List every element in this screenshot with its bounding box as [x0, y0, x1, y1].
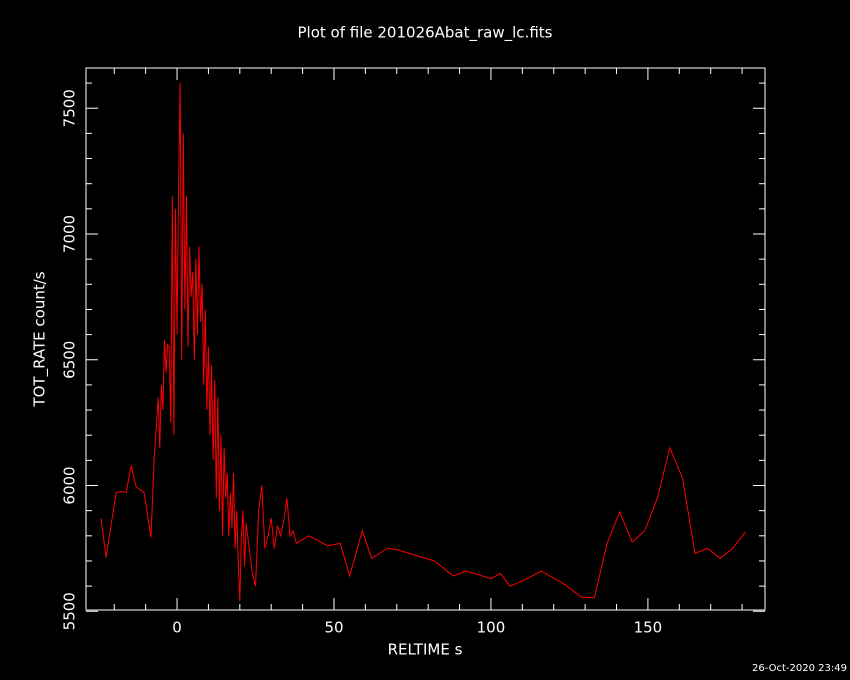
y-tick-label: 7500 — [61, 89, 79, 127]
x-tick-label: 0 — [172, 619, 182, 637]
x-tick-label: 100 — [477, 619, 506, 637]
y-tick-label: 6000 — [61, 466, 79, 504]
timestamp: 26-Oct-2020 23:49 — [752, 663, 847, 674]
light-curve — [100, 83, 746, 602]
chart-title: Plot of file 201026Abat_raw_lc.fits — [298, 24, 553, 43]
x-tick-label: 150 — [634, 619, 663, 637]
y-axis-label: TOT_RATE count/s — [31, 271, 50, 407]
x-tick-label: 50 — [324, 619, 343, 637]
y-tick-label: 5500 — [61, 592, 79, 630]
x-axis-label: RELTIME s — [388, 641, 463, 659]
y-tick-label: 7000 — [61, 215, 79, 253]
plot-frame — [85, 67, 766, 611]
y-tick-label: 6500 — [61, 341, 79, 379]
